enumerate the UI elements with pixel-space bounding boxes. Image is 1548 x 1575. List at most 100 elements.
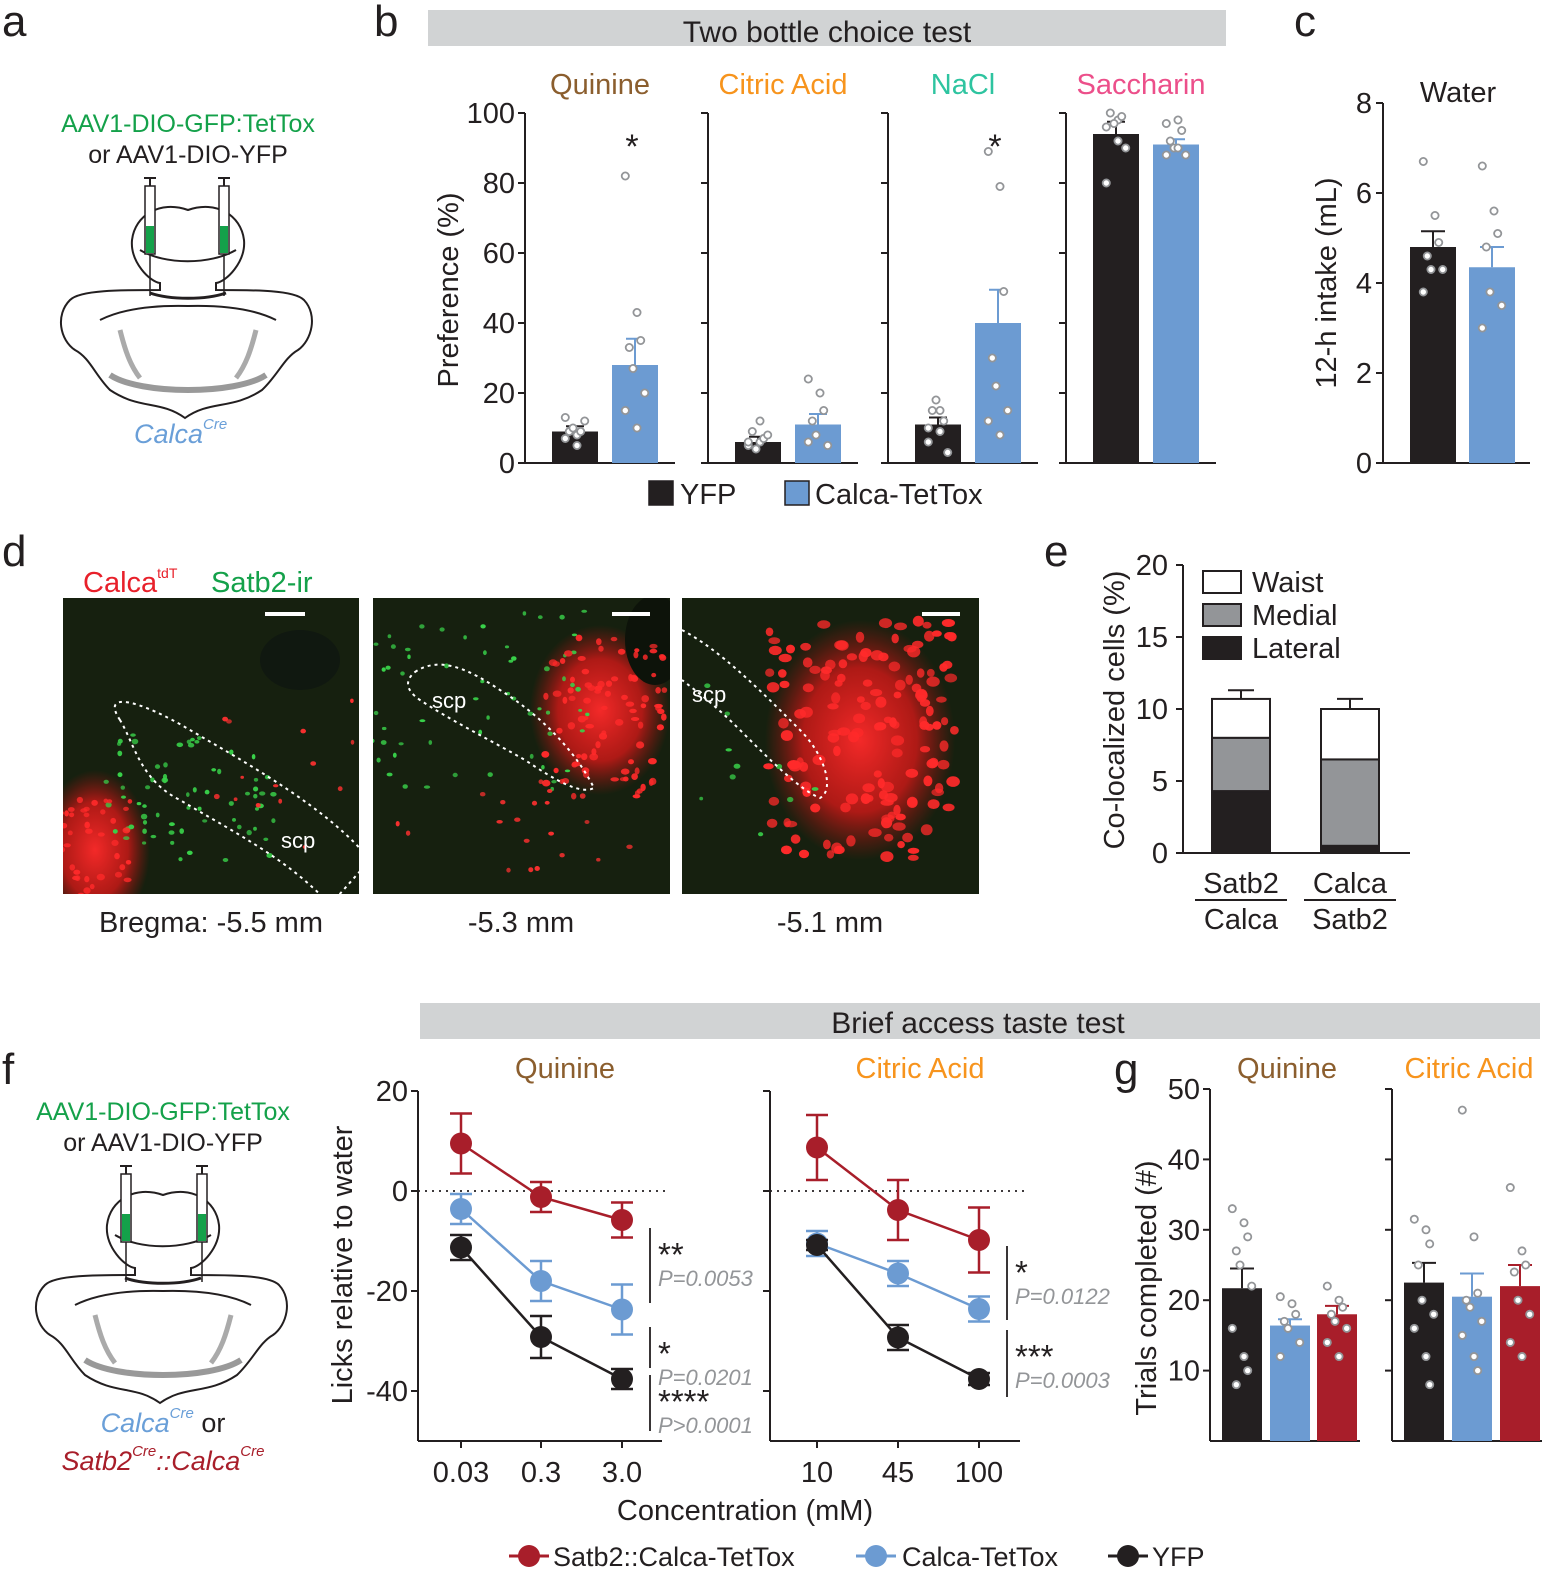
calca-cell [575, 634, 583, 642]
data-point [1161, 119, 1171, 129]
bar [1317, 1314, 1357, 1441]
calca-cell [67, 830, 73, 836]
calca-cell [114, 852, 120, 860]
data-point [803, 437, 813, 447]
data-point [620, 405, 630, 415]
satb2-cell [733, 763, 741, 769]
calca-cell [780, 730, 794, 741]
calca-cell [648, 758, 657, 765]
data-point [1334, 1352, 1344, 1362]
satb2-cell [508, 659, 514, 663]
legend-calca-tettox: Calca-TetTox [856, 1542, 1059, 1572]
calca-cell [919, 746, 931, 753]
stacked-segment [1211, 697, 1271, 739]
brain-section-drawing [59, 205, 313, 420]
calca-cell [778, 718, 789, 729]
legend-label: Lateral [1252, 633, 1341, 665]
intake-y-label: 12-h intake (mL) [1311, 177, 1343, 388]
calca-cell [594, 685, 603, 691]
bar [1469, 267, 1515, 463]
data-point [1481, 242, 1491, 252]
calca-cell [552, 690, 562, 697]
calca-cell [97, 832, 105, 837]
data-point [611, 1368, 633, 1390]
satb2-cell [511, 656, 517, 661]
subplot-title: Citric Acid [1405, 1053, 1534, 1085]
data-point [1177, 126, 1187, 136]
calca-cell [581, 767, 590, 774]
data-point [450, 1236, 472, 1259]
satb2-cell [186, 850, 193, 855]
calca-cell [585, 723, 595, 729]
calca-cell [72, 875, 80, 881]
calca-cell [934, 783, 944, 794]
calca-cell [605, 680, 613, 687]
legend-label: YFP [1152, 1542, 1205, 1572]
calca-cell [113, 896, 118, 901]
data-point [1247, 1281, 1257, 1291]
bar [1500, 1286, 1540, 1441]
satb2-cell [581, 609, 588, 613]
y-tick-label: 20 [376, 1076, 408, 1108]
legend-label-yfp: YFP [680, 479, 736, 511]
calca-cell [506, 867, 511, 873]
calca-cell [924, 630, 935, 642]
concentration-x-label: Concentration (mM) [617, 1495, 873, 1527]
calca-cell [125, 860, 132, 865]
satb2-cell [131, 738, 139, 745]
calca-cell [891, 748, 903, 758]
data-point [1461, 1295, 1471, 1305]
data-point [807, 416, 817, 426]
satb2-cell [253, 793, 258, 799]
satb2-cell [380, 740, 387, 745]
satb2-cell [529, 753, 534, 759]
calca-cell [619, 777, 628, 782]
calca-cell [226, 719, 232, 724]
calca-cell [84, 821, 90, 829]
data-point [995, 430, 1005, 440]
calca-cell [337, 786, 343, 792]
calca-cell [895, 813, 906, 821]
calca-cell [800, 642, 811, 651]
calca-cell [905, 674, 913, 685]
data-point [1477, 323, 1487, 333]
calca-cell [881, 781, 894, 793]
calca-cell [927, 799, 940, 809]
data-point [530, 1270, 552, 1292]
satb2-cell [117, 750, 123, 757]
calca-cell [905, 768, 919, 778]
calca-cell [596, 857, 601, 862]
satb2-cell [170, 840, 175, 845]
satb2-cell [197, 736, 202, 741]
satb2-cell [758, 832, 764, 837]
calca-cell [620, 768, 630, 775]
satb2-cell [237, 824, 242, 830]
data-point [1334, 1295, 1344, 1305]
legend-label-tettox: Calca-TetTox [815, 479, 983, 511]
calca-cell [111, 839, 119, 847]
subplot-title: Citric Acid [856, 1053, 985, 1085]
y-tick-label: 20 [1136, 550, 1168, 582]
calca-cell [80, 808, 88, 813]
data-point [1438, 264, 1448, 274]
satb2-cell [204, 789, 210, 795]
data-point [1525, 1309, 1535, 1319]
calca-cell [543, 692, 549, 700]
y-tick-label: 15 [1136, 622, 1168, 654]
calca-cell [255, 803, 261, 808]
stacked-segment [1320, 758, 1380, 847]
virus-label-tettox: AAV1-DIO-GFP:TetTox [61, 110, 315, 138]
data-point [450, 1198, 472, 1220]
calca-cell [611, 676, 619, 682]
satb2-cell [390, 644, 396, 649]
calca-cell [69, 864, 76, 871]
satb2-cell [192, 787, 197, 793]
satb2-cell [483, 650, 487, 656]
panel-letter-d: d [2, 527, 26, 576]
calca-cell [122, 827, 131, 834]
data-point [1181, 150, 1191, 160]
calca-cell [63, 843, 71, 848]
satb2-cell [551, 780, 557, 784]
satb2-cell [541, 765, 545, 770]
calca-cell [559, 853, 565, 858]
